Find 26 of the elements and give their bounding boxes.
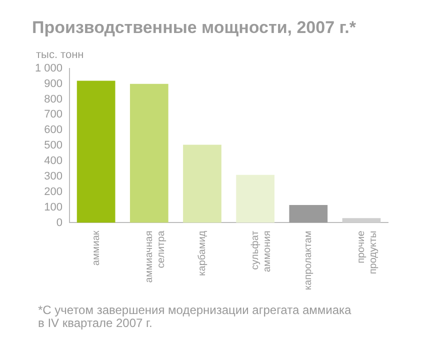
bar: [289, 204, 328, 223]
chart-title: Производственные мощности, 2007 г.*: [32, 18, 356, 37]
y-tick-label: 900: [44, 78, 63, 90]
y-tick-label: 100: [44, 201, 63, 214]
y-tick-label: 0: [56, 216, 63, 229]
bar: [342, 218, 381, 223]
bar: [76, 80, 116, 223]
y-tick-label: 400: [44, 155, 63, 168]
y-tick-label: 600: [44, 124, 63, 136]
x-tick-label: капролактам: [303, 230, 314, 290]
y-tick-label: 1 000: [34, 62, 63, 74]
bar: [236, 174, 274, 223]
x-tick-label: карбамид: [196, 230, 208, 276]
x-tick-label: аммиак: [90, 230, 102, 266]
text: *С учетом завершения модернизации агрегата аммиака в IV квартале 2007 г.: [38, 303, 352, 330]
x-tick-label: аммиачная селитра: [144, 230, 167, 283]
y-tick-label: 700: [44, 108, 63, 121]
y-tick-label: 800: [44, 93, 63, 106]
y-axis-title: тыс. тонн: [36, 48, 84, 61]
x-tick-label: сульфат аммония: [250, 230, 274, 272]
y-tick-label: 500: [44, 140, 63, 152]
bar: [183, 144, 222, 223]
y-tick-label: 300: [44, 170, 63, 182]
x-tick-label: прочие продукты: [356, 230, 380, 274]
bar: [130, 84, 168, 223]
y-tick-label: 200: [44, 186, 63, 198]
